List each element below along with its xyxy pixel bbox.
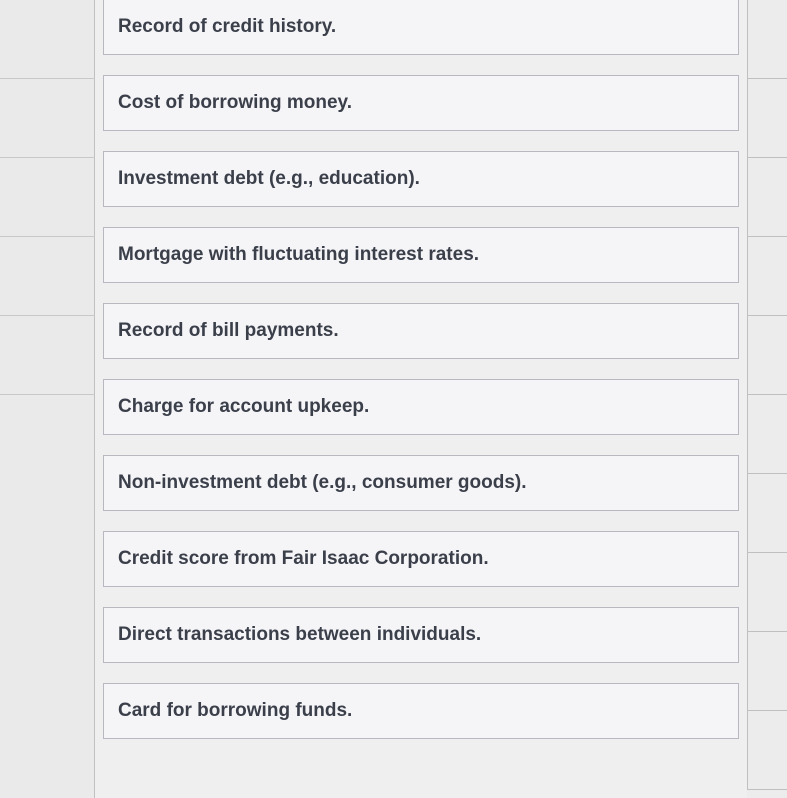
left-cell	[0, 79, 95, 158]
right-cell	[747, 632, 787, 711]
right-cell	[747, 79, 787, 158]
definition-text: Investment debt (e.g., education).	[118, 168, 420, 189]
definition-item[interactable]: Card for borrowing funds.	[103, 683, 739, 739]
right-cell	[747, 158, 787, 237]
left-cell	[0, 316, 95, 395]
definition-text: Credit score from Fair Isaac Corporation…	[118, 548, 489, 569]
definition-item[interactable]: Non-investment debt (e.g., consumer good…	[103, 455, 739, 511]
right-answer-column	[747, 0, 787, 798]
right-cell	[747, 0, 787, 79]
definition-text: Record of credit history.	[118, 16, 336, 37]
right-cell	[747, 395, 787, 474]
left-cell	[0, 0, 95, 79]
definition-text: Record of bill payments.	[118, 320, 339, 341]
definitions-column: Record of credit history. Cost of borrow…	[95, 0, 747, 798]
page-container: Record of credit history. Cost of borrow…	[0, 0, 787, 798]
right-cell	[747, 474, 787, 553]
definition-item[interactable]: Investment debt (e.g., education).	[103, 151, 739, 207]
left-answer-column	[0, 0, 95, 798]
definition-text: Charge for account upkeep.	[118, 396, 369, 417]
left-grid-cells	[0, 0, 95, 798]
definition-item[interactable]: Record of bill payments.	[103, 303, 739, 359]
definition-text: Mortgage with fluctuating interest rates…	[118, 244, 479, 265]
definition-text: Non-investment debt (e.g., consumer good…	[118, 472, 527, 493]
definition-item[interactable]: Mortgage with fluctuating interest rates…	[103, 227, 739, 283]
definition-text: Card for borrowing funds.	[118, 700, 352, 721]
right-cell	[747, 316, 787, 395]
right-cell	[747, 237, 787, 316]
definition-text: Direct transactions between individuals.	[118, 624, 481, 645]
definition-item[interactable]: Credit score from Fair Isaac Corporation…	[103, 531, 739, 587]
definition-item[interactable]: Direct transactions between individuals.	[103, 607, 739, 663]
right-cell	[747, 711, 787, 790]
definition-item[interactable]: Cost of borrowing money.	[103, 75, 739, 131]
definition-item[interactable]: Record of credit history.	[103, 0, 739, 55]
definition-text: Cost of borrowing money.	[118, 92, 352, 113]
right-cell	[747, 553, 787, 632]
left-cell	[0, 237, 95, 316]
definition-item[interactable]: Charge for account upkeep.	[103, 379, 739, 435]
left-cell	[0, 158, 95, 237]
